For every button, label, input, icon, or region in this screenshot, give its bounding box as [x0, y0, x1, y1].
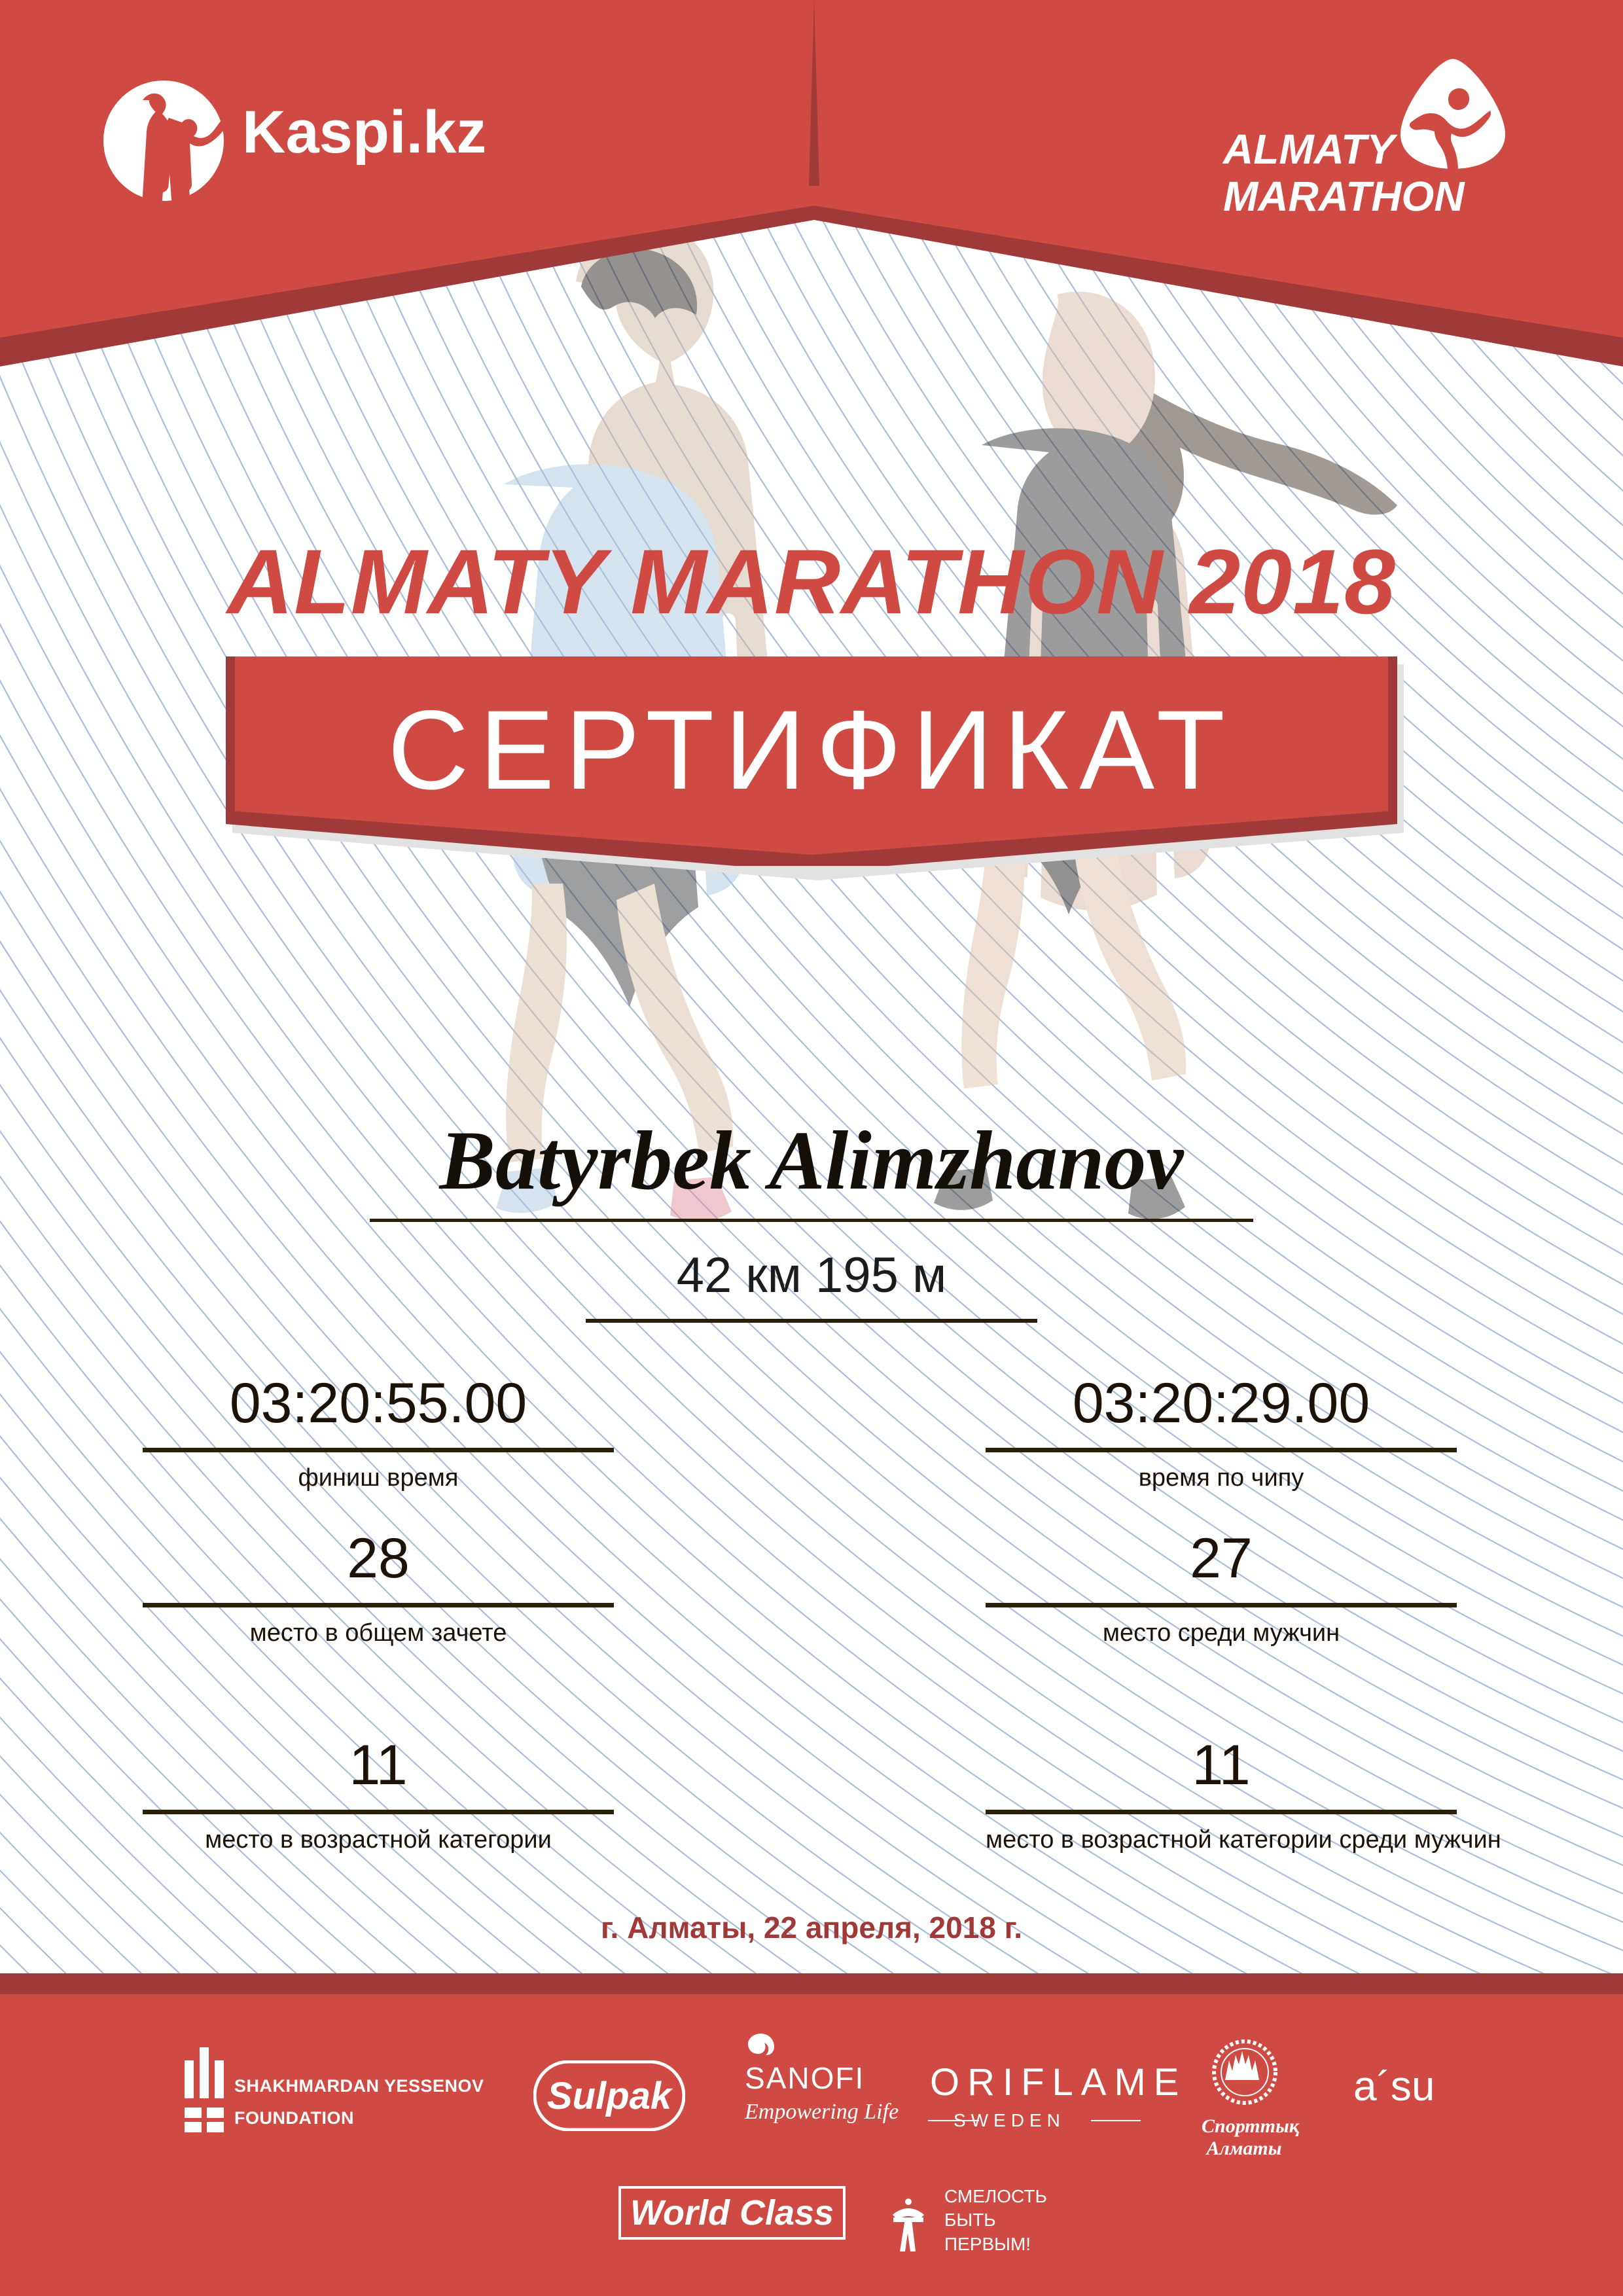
svg-text:Sulpak: Sulpak [547, 2075, 673, 2117]
